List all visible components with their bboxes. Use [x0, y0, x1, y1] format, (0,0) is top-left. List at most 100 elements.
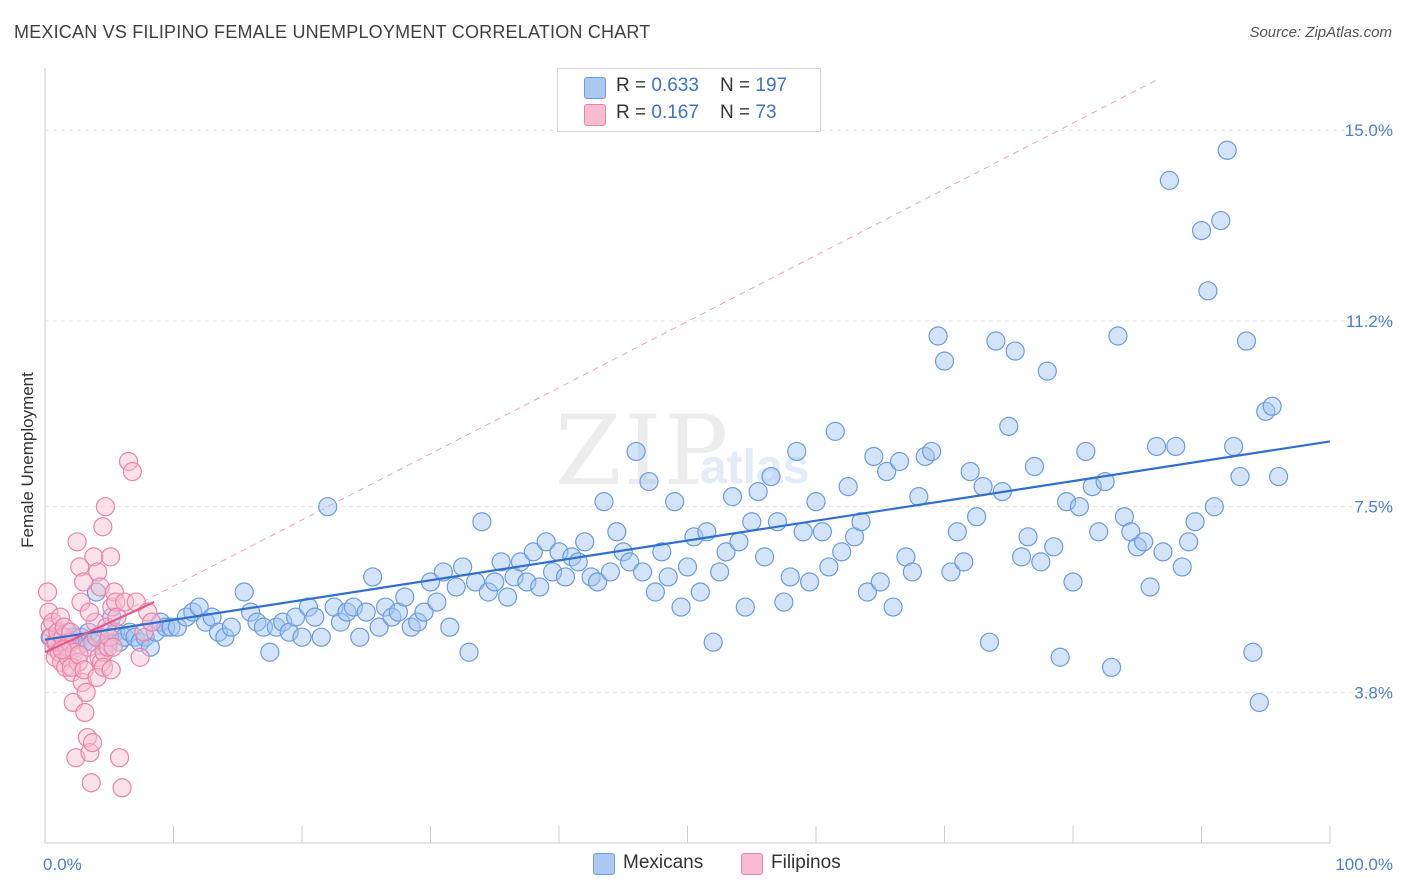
point-mexicans: [1031, 552, 1051, 572]
point-mexicans: [928, 326, 948, 346]
point-mexicans: [1108, 326, 1128, 346]
legend-stats-filipinos: R = 0.167 N = 73: [616, 102, 777, 124]
point-mexicans: [337, 602, 357, 622]
point-mexicans: [774, 592, 794, 612]
point-filipinos: [66, 748, 86, 768]
point-mexicans: [1069, 497, 1090, 517]
point-mexicans: [555, 567, 576, 587]
point-mexicans: [1050, 647, 1070, 667]
point-mexicans: [600, 562, 621, 582]
point-filipinos: [39, 602, 59, 622]
point-mexicans: [671, 597, 691, 617]
point-mexicans: [459, 642, 479, 662]
point-mexicans: [1005, 341, 1025, 361]
point-mexicans: [292, 627, 312, 647]
point-mexicans: [581, 567, 601, 587]
point-filipinos: [69, 645, 89, 665]
point-filipinos: [75, 702, 95, 723]
tick-labels: 3.8% 7.5% 11.2% 15.0% 0.0% 100.0%: [43, 121, 1393, 874]
point-mexicans: [408, 612, 428, 632]
point-mexicans: [478, 582, 498, 602]
point-filipinos: [84, 547, 104, 567]
trend-lines: [44, 440, 1331, 654]
point-mexicans: [1018, 527, 1038, 547]
point-mexicans: [161, 617, 181, 637]
point-mexicans: [196, 612, 216, 632]
point-mexicans: [356, 602, 376, 622]
n-value: 73: [755, 102, 777, 123]
point-mexicans: [806, 492, 826, 512]
point-mexicans: [1101, 657, 1122, 677]
y-tick-label: 3.8%: [1354, 683, 1393, 702]
watermark: ZIP: [555, 395, 731, 507]
point-filipinos: [93, 657, 114, 677]
point-filipinos: [93, 517, 113, 537]
point-mexicans: [1217, 140, 1237, 160]
point-mexicans: [729, 532, 749, 552]
bottom-swatch-filipinos: [741, 853, 763, 875]
point-mexicans: [1037, 361, 1057, 381]
point-filipinos: [109, 748, 130, 768]
point-mexicans: [594, 492, 614, 512]
point-mexicans: [1179, 532, 1199, 552]
point-filipinos: [98, 637, 118, 657]
point-mexicans: [857, 582, 878, 602]
point-mexicans: [440, 617, 460, 637]
point-mexicans: [215, 627, 235, 647]
source-label: Source: ZipAtlas.com: [1249, 24, 1392, 41]
point-mexicans: [690, 582, 710, 602]
trend-line-filipinos: [44, 601, 155, 654]
point-filipinos: [79, 637, 99, 657]
point-filipinos: [81, 773, 101, 793]
point-mexicans: [754, 547, 775, 567]
point-mexicans: [350, 627, 370, 647]
point-mexicans: [472, 512, 492, 532]
y-tick-label: 11.2%: [1346, 312, 1393, 331]
r-value: 0.167: [651, 102, 699, 123]
point-mexicans: [870, 572, 890, 592]
diagonal-line: [44, 79, 1157, 653]
bottom-legend-label: Filipinos: [771, 852, 841, 873]
point-mexicans: [934, 351, 955, 371]
point-mexicans: [652, 542, 672, 562]
point-mexicans: [941, 562, 961, 582]
axes: [44, 68, 1331, 844]
point-mexicans: [703, 632, 723, 652]
point-mexicans: [677, 557, 698, 577]
y-axis-label: Female Unemployment: [18, 372, 37, 548]
point-filipinos: [134, 622, 154, 642]
point-mexicans: [234, 582, 254, 602]
point-mexicans: [1249, 692, 1269, 713]
point-mexicans: [979, 632, 1000, 652]
point-mexicans: [401, 617, 421, 637]
point-mexicans: [536, 532, 556, 552]
point-mexicans: [542, 562, 563, 582]
trend-line-mexicans: [44, 440, 1331, 641]
point-mexicans: [1063, 572, 1083, 592]
point-mexicans: [375, 597, 396, 617]
point-filipinos: [104, 582, 124, 602]
y-tick-label: 7.5%: [1354, 498, 1393, 517]
point-mexicans: [491, 552, 511, 572]
point-mexicans: [247, 612, 267, 632]
point-filipinos: [118, 451, 139, 472]
point-mexicans: [1056, 492, 1077, 512]
point-mexicans: [922, 441, 942, 462]
point-mexicans: [999, 416, 1019, 436]
r-value: 0.633: [651, 75, 699, 96]
series-filipinos: [37, 451, 162, 798]
point-filipinos: [90, 577, 110, 597]
point-mexicans: [330, 612, 351, 632]
point-filipinos: [79, 602, 99, 622]
point-filipinos: [99, 627, 119, 647]
point-mexicans: [947, 522, 967, 542]
point-mexicans: [1185, 512, 1205, 532]
point-filipinos: [130, 647, 150, 667]
point-mexicans: [838, 476, 858, 497]
point-filipinos: [67, 532, 87, 552]
point-mexicans: [221, 617, 241, 637]
point-mexicans: [658, 567, 678, 587]
point-mexicans: [1044, 537, 1064, 557]
x-tick-label: 100.0%: [1335, 855, 1393, 874]
stats-legend: R = 0.633 N = 197 R = 0.167 N = 73: [557, 68, 821, 132]
